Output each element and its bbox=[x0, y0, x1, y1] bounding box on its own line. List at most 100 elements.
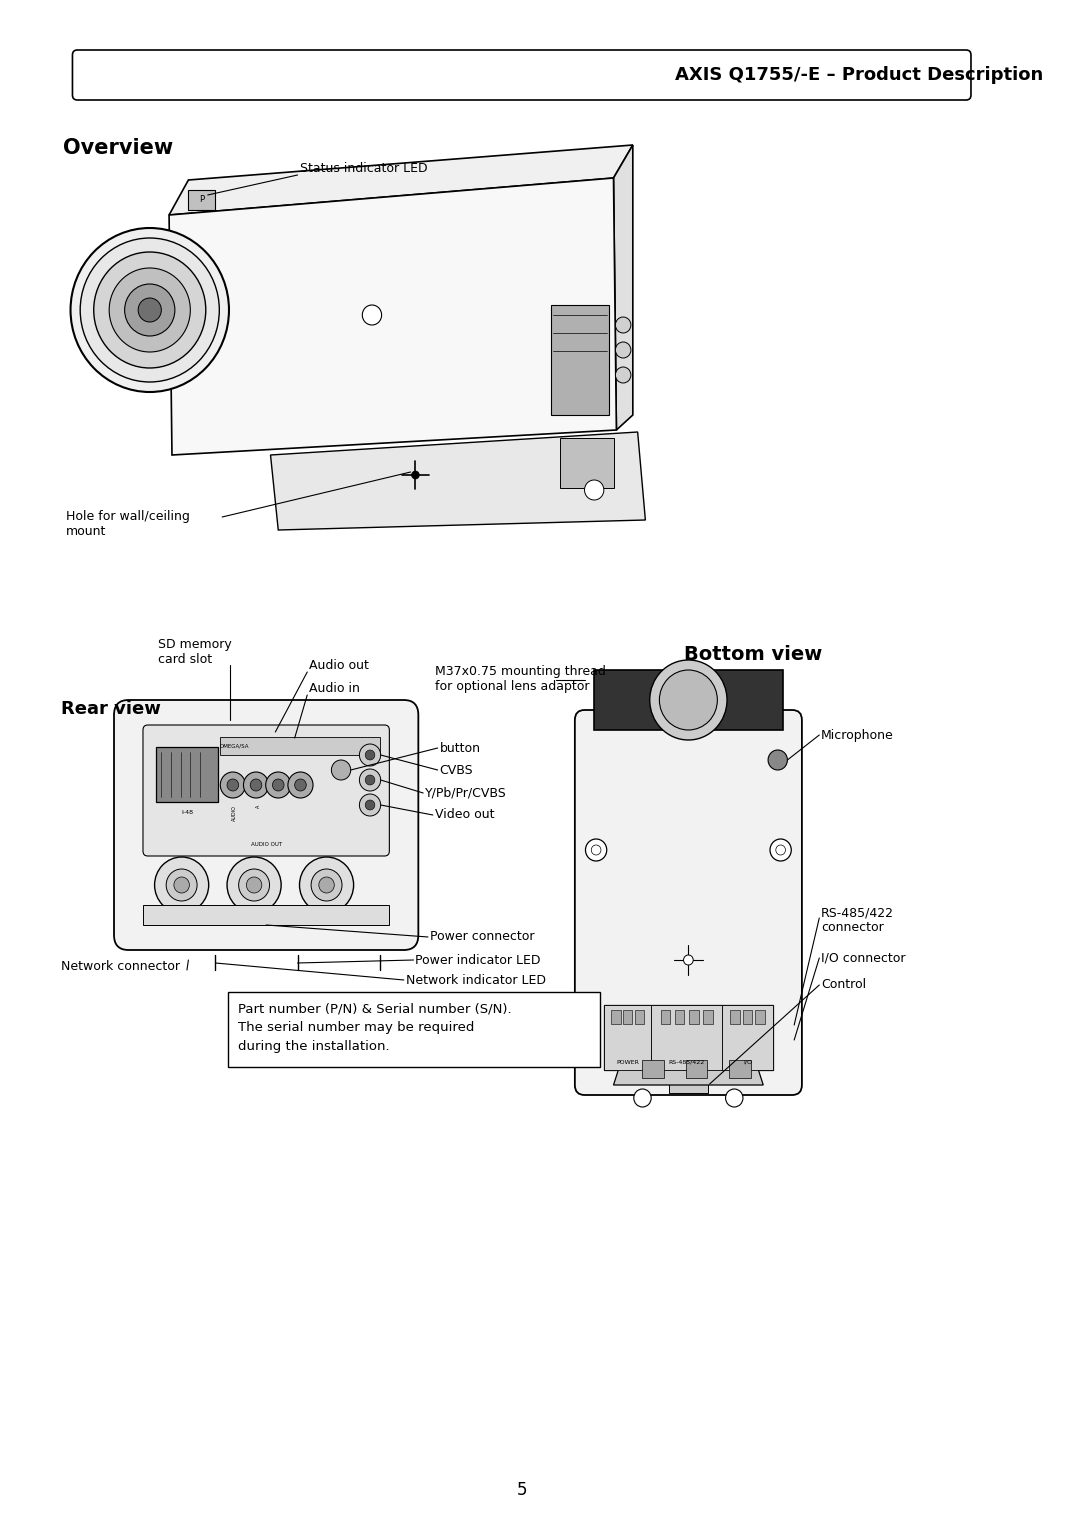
Text: 5: 5 bbox=[516, 1481, 527, 1500]
Circle shape bbox=[616, 342, 631, 357]
Circle shape bbox=[726, 1089, 743, 1107]
Text: Power connector: Power connector bbox=[430, 930, 535, 944]
Circle shape bbox=[124, 284, 175, 336]
Circle shape bbox=[411, 470, 419, 479]
Circle shape bbox=[154, 857, 208, 913]
Polygon shape bbox=[270, 432, 646, 530]
Text: CVBS: CVBS bbox=[440, 764, 473, 777]
Circle shape bbox=[360, 794, 380, 815]
Text: Network connector: Network connector bbox=[60, 960, 180, 973]
Bar bbox=[643, 1060, 664, 1078]
Circle shape bbox=[362, 305, 381, 325]
Circle shape bbox=[319, 876, 335, 893]
Circle shape bbox=[80, 238, 219, 382]
Circle shape bbox=[239, 869, 270, 901]
Circle shape bbox=[634, 1089, 651, 1107]
Text: Control: Control bbox=[821, 979, 866, 991]
Polygon shape bbox=[613, 1055, 764, 1086]
Bar bbox=[156, 747, 218, 802]
Circle shape bbox=[246, 876, 261, 893]
Bar bbox=[661, 1009, 671, 1025]
Circle shape bbox=[585, 838, 607, 861]
Circle shape bbox=[332, 760, 351, 780]
Bar bbox=[675, 1009, 685, 1025]
Circle shape bbox=[768, 750, 787, 770]
Text: I/O: I/O bbox=[743, 1060, 752, 1064]
Circle shape bbox=[684, 954, 693, 965]
Text: Audio out: Audio out bbox=[309, 660, 369, 672]
Text: AUDIO OUT: AUDIO OUT bbox=[251, 843, 282, 847]
Text: RS-485/422
connector: RS-485/422 connector bbox=[821, 906, 894, 935]
Circle shape bbox=[174, 876, 189, 893]
Circle shape bbox=[272, 779, 284, 791]
Text: Power indicator LED: Power indicator LED bbox=[416, 953, 541, 967]
Circle shape bbox=[295, 779, 307, 791]
Circle shape bbox=[220, 773, 245, 799]
Text: Overview: Overview bbox=[63, 137, 173, 157]
Text: AUDIO: AUDIO bbox=[232, 805, 238, 822]
Circle shape bbox=[591, 844, 600, 855]
Circle shape bbox=[266, 773, 291, 799]
FancyBboxPatch shape bbox=[143, 725, 390, 857]
Circle shape bbox=[616, 366, 631, 383]
Circle shape bbox=[365, 750, 375, 760]
Circle shape bbox=[311, 869, 342, 901]
Text: button: button bbox=[440, 742, 481, 754]
Text: Hole for wall/ceiling
mount: Hole for wall/ceiling mount bbox=[66, 510, 190, 538]
Text: Part number (P/N) & Serial number (S/N).
The serial number may be required
durin: Part number (P/N) & Serial number (S/N).… bbox=[238, 1002, 511, 1054]
Bar bbox=[188, 189, 215, 211]
Bar bbox=[743, 1009, 753, 1025]
Bar bbox=[594, 670, 783, 730]
Circle shape bbox=[770, 838, 792, 861]
Text: Audio in: Audio in bbox=[309, 683, 360, 695]
Circle shape bbox=[288, 773, 313, 799]
Bar bbox=[228, 993, 600, 1067]
Text: Status indicator LED: Status indicator LED bbox=[299, 162, 427, 176]
Circle shape bbox=[299, 857, 353, 913]
Text: P: P bbox=[200, 195, 204, 205]
Text: RS-485/422: RS-485/422 bbox=[669, 1060, 705, 1064]
Circle shape bbox=[616, 318, 631, 333]
Text: I-48: I-48 bbox=[181, 809, 193, 815]
Text: Bottom view: Bottom view bbox=[685, 644, 823, 664]
Polygon shape bbox=[170, 179, 617, 455]
Text: Microphone: Microphone bbox=[821, 728, 894, 742]
Circle shape bbox=[138, 298, 161, 322]
Circle shape bbox=[166, 869, 197, 901]
Bar bbox=[623, 1009, 633, 1025]
Text: A: A bbox=[256, 805, 261, 808]
Circle shape bbox=[360, 744, 380, 767]
Circle shape bbox=[660, 670, 717, 730]
Bar bbox=[220, 738, 380, 754]
Bar bbox=[651, 1005, 723, 1070]
Text: Y/Pb/Pr/CVBS: Y/Pb/Pr/CVBS bbox=[426, 786, 507, 800]
Circle shape bbox=[227, 779, 239, 791]
Circle shape bbox=[365, 800, 375, 809]
Text: AXIS Q1755/-E – Product Description: AXIS Q1755/-E – Product Description bbox=[675, 66, 1043, 84]
Circle shape bbox=[70, 228, 229, 392]
Bar bbox=[143, 906, 390, 925]
Circle shape bbox=[243, 773, 269, 799]
Polygon shape bbox=[170, 145, 633, 215]
Circle shape bbox=[360, 770, 380, 791]
Bar bbox=[604, 1005, 773, 1070]
Bar bbox=[686, 1060, 707, 1078]
Bar bbox=[551, 305, 609, 415]
Circle shape bbox=[109, 269, 190, 353]
Text: OMEGA/SA: OMEGA/SA bbox=[220, 744, 249, 748]
FancyBboxPatch shape bbox=[72, 50, 971, 99]
FancyBboxPatch shape bbox=[114, 699, 418, 950]
Circle shape bbox=[251, 779, 261, 791]
Bar bbox=[635, 1009, 644, 1025]
Bar bbox=[723, 1005, 773, 1070]
Text: Video out: Video out bbox=[435, 808, 495, 822]
Bar bbox=[669, 1075, 707, 1093]
Circle shape bbox=[650, 660, 727, 741]
Bar bbox=[604, 1005, 651, 1070]
Text: I/O connector: I/O connector bbox=[821, 951, 906, 965]
Bar bbox=[703, 1009, 713, 1025]
Text: Rear view: Rear view bbox=[60, 699, 161, 718]
Bar bbox=[729, 1060, 751, 1078]
Circle shape bbox=[227, 857, 281, 913]
Polygon shape bbox=[613, 145, 633, 431]
